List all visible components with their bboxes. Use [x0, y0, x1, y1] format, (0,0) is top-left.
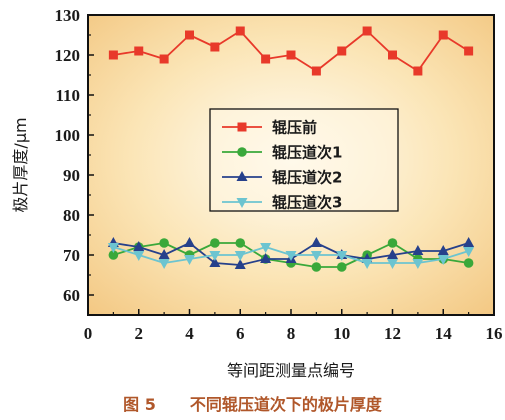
x-tick-label: 14 [435, 324, 453, 343]
series-2-point [159, 238, 169, 248]
series-2-point [210, 238, 220, 248]
series-4-point [310, 251, 322, 261]
legend-item-1: 辊压前 [222, 119, 317, 137]
series-2-point [463, 258, 474, 268]
y-tick-label: 130 [55, 6, 81, 25]
series-4-point [260, 243, 272, 253]
legend-item-2: 辊压道次1 [222, 144, 342, 162]
series-2-point [108, 250, 119, 260]
series-1-point [438, 30, 448, 40]
series-1-point [159, 54, 169, 64]
series-1-point [388, 50, 397, 60]
series-4-point [184, 255, 195, 265]
legend-item-4: 辊压道次3 [222, 194, 342, 212]
series-layer [107, 26, 475, 272]
series-3-point [463, 237, 475, 247]
series-4-point [234, 251, 246, 261]
series-1-point [185, 30, 194, 40]
series-1-point [210, 42, 220, 52]
series-3-point [260, 253, 272, 263]
x-tick-label: 12 [384, 324, 401, 343]
series-4-point [437, 255, 449, 265]
chart-area: 极片厚度/μm 等间距测量点编号 0 2 4 6 8 10 12 14 16 60 70 80 90 10… [11, 6, 503, 380]
series-4-point [336, 251, 348, 261]
series-1-point [362, 26, 372, 36]
series-1-point [235, 26, 245, 36]
series-4-point [387, 259, 398, 269]
series-4 [107, 243, 475, 269]
y-tick-label: 70 [63, 246, 80, 265]
series-3-point [234, 259, 246, 269]
x-tick-label: 16 [486, 324, 503, 343]
y-tick-label: 60 [63, 286, 80, 305]
series-3-point [184, 237, 195, 247]
series-3-point [158, 249, 170, 259]
series-1 [108, 26, 474, 76]
legend-marker-4 [236, 198, 248, 208]
plot-frame [87, 14, 495, 316]
series-4-point [133, 251, 145, 261]
series-1-point [464, 46, 474, 56]
figure-caption-text: 不同辊压道次下的极片厚度 [189, 395, 382, 414]
line-chart: 极片厚度/μm 等间距测量点编号 0 2 4 6 8 10 12 14 16 60 70 80 90 10… [11, 6, 503, 380]
x-tick-label: 4 [185, 324, 194, 343]
series-4-point [361, 259, 373, 269]
legend-label-2: 辊压道次1 [272, 144, 342, 162]
series-2-point [235, 238, 246, 248]
series-2-point [311, 262, 322, 272]
series-3-point [310, 237, 322, 247]
x-tick-label: 8 [287, 324, 296, 343]
legend-label-1: 辊压前 [272, 119, 317, 137]
x-tick-label: 10 [333, 324, 350, 343]
series-1-point [286, 50, 296, 60]
series-3-point [387, 249, 398, 259]
series-2-point [387, 238, 398, 248]
legend-marker-2 [237, 147, 247, 157]
x-tick-label: 2 [135, 324, 144, 343]
series-4-point [107, 243, 119, 253]
series-4-point [463, 247, 475, 257]
series-2-point [336, 262, 347, 272]
series-4-point [209, 251, 221, 261]
series-4-point [285, 251, 297, 261]
series-3-point [437, 245, 449, 255]
figure-caption: 图 5 不同辊压道次下的极片厚度 [0, 391, 505, 417]
series-1-point [311, 66, 321, 76]
y-tick-label: 120 [55, 46, 81, 65]
series-3-point [133, 241, 145, 251]
x-axis-title: 等间距测量点编号 [227, 361, 355, 380]
x-tick-label: 6 [236, 324, 245, 343]
y-axis-title-group: 极片厚度/μm [11, 117, 30, 212]
legend-label-4: 辊压道次3 [272, 194, 342, 212]
series-4-point [412, 259, 424, 269]
figure-number: 图 5 [123, 395, 156, 414]
legend-label-3: 辊压道次2 [272, 169, 342, 187]
y-axis-title: 极片厚度/μm [11, 117, 30, 212]
x-tick-label: 0 [84, 324, 93, 343]
y-tick-label: 80 [63, 206, 80, 225]
series-3-point [412, 245, 424, 255]
series-1-point [108, 50, 118, 60]
y-tick-label: 110 [55, 86, 80, 105]
series-1-point [134, 46, 144, 56]
series-4-point [158, 259, 170, 269]
series-3-point [209, 257, 221, 267]
series-1-point [337, 46, 347, 56]
series-1-point [261, 54, 271, 64]
series-1-point [413, 66, 423, 76]
y-tick-label: 100 [55, 126, 81, 145]
legend-marker-3 [236, 171, 248, 181]
legend-item-3: 辊压道次2 [222, 169, 342, 187]
legend-marker-1 [237, 122, 247, 132]
y-tick-label: 90 [63, 166, 80, 185]
axis-ticks: 0 2 4 6 8 10 12 14 16 60 70 80 90 100 110 120 130 [55, 6, 503, 343]
